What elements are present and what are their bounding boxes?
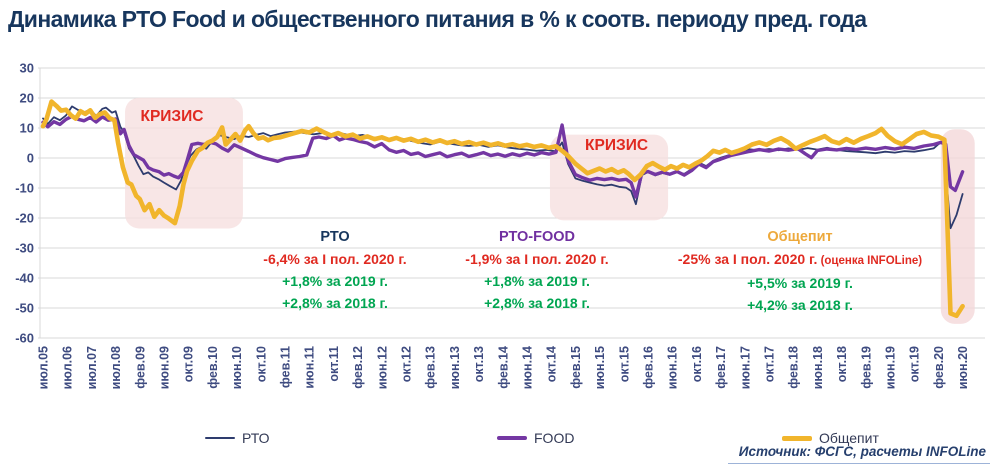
x-tick-label: окт.15 xyxy=(617,346,631,382)
crisis-label: КРИЗИС xyxy=(585,137,648,154)
annotation-suffix: (оценка INFOLine) xyxy=(817,255,923,267)
x-tick-label: июн.13 xyxy=(448,346,462,389)
x-tick-label: июн.16 xyxy=(666,346,680,389)
x-tick-label: июн.15 xyxy=(593,346,607,389)
annotation-line: +1,8% за 2019 г. xyxy=(282,273,388,289)
x-tick-label: июн.11 xyxy=(303,346,317,389)
x-tick-label: окт.18 xyxy=(835,346,849,382)
x-tick-label: июн.17 xyxy=(738,346,752,389)
x-tick-label: фев.17 xyxy=(714,346,728,389)
x-tick-label: июн.12 xyxy=(375,346,389,389)
annotation-line: +5,5% за 2019 г. xyxy=(747,275,853,291)
annotation-line: +4,2% за 2018 г. xyxy=(747,297,853,313)
x-tick-label: фев.20 xyxy=(932,346,946,389)
x-tick-label: фев.10 xyxy=(206,346,220,389)
x-tick-label: июн.09 xyxy=(158,346,172,389)
y-tick-label: -10 xyxy=(15,181,34,196)
annotation-line: +1,8% за 2019 г. xyxy=(484,273,590,289)
legend-label: РТО xyxy=(242,430,270,446)
x-tick-label: июн.14 xyxy=(521,346,535,389)
annotation-header: РТО xyxy=(320,229,350,245)
x-tick-label: июн.10 xyxy=(230,346,244,389)
x-tick-label: июл.06 xyxy=(61,346,75,389)
x-tick-label: фев.13 xyxy=(424,346,438,389)
x-tick-label: окт.16 xyxy=(690,346,704,382)
x-tick-label: июл.07 xyxy=(85,346,99,389)
x-tick-label: фев.12 xyxy=(351,346,365,389)
y-tick-label: -60 xyxy=(15,331,34,346)
y-tick-label: 10 xyxy=(20,121,34,136)
source-note: Источник: ФСГС, расчеты INFOLine xyxy=(738,444,986,459)
x-tick-label: фев.16 xyxy=(642,346,656,389)
x-tick-label: июн.19 xyxy=(884,346,898,389)
x-tick-label: окт.12 xyxy=(400,346,414,382)
legend-item-rto: РТО xyxy=(205,430,270,446)
x-tick-label: июн.20 xyxy=(956,346,970,389)
legend-label: Общепит xyxy=(819,430,879,446)
annotation-block-rto: РТО -6,4% за I пол. 2020 г. +1,8% за 2019 … xyxy=(263,226,406,314)
x-tick-label: фев.14 xyxy=(496,346,510,389)
x-tick-label: окт.14 xyxy=(545,346,559,382)
x-tick-label: июл.08 xyxy=(109,346,123,389)
x-tick-label: окт.11 xyxy=(327,346,341,382)
y-tick-label: -40 xyxy=(15,271,34,286)
crisis-region xyxy=(125,97,243,229)
annotation-line: -6,4% за I пол. 2020 г. xyxy=(263,251,407,267)
x-tick-label: фев.19 xyxy=(859,346,873,389)
y-tick-label: 20 xyxy=(20,91,34,106)
annotation-header: РТО-FOOD xyxy=(499,229,575,245)
x-tick-label: фев.18 xyxy=(787,346,801,389)
annotation-header: Общепит xyxy=(767,229,833,245)
annotation-line: +2,8% за 2018 г. xyxy=(484,295,590,311)
y-tick-label: -20 xyxy=(15,211,34,226)
x-tick-label: июл.05 xyxy=(37,346,51,389)
page-title: Динамика РТО Food и общественного питани… xyxy=(8,6,867,32)
legend-swatch xyxy=(205,437,235,439)
series-line-obshchepit xyxy=(40,99,965,319)
x-tick-label: окт.19 xyxy=(908,346,922,382)
y-tick-label: 0 xyxy=(27,151,34,166)
annotation-block-rto-food: РТО-FOOD -1,9% за I пол. 2020 г. +1,8% за … xyxy=(465,226,608,314)
legend-item-food: FOOD xyxy=(497,430,574,446)
x-tick-label: фев.09 xyxy=(133,346,147,389)
x-tick-label: окт.09 xyxy=(182,346,196,382)
legend-swatch xyxy=(497,436,527,440)
x-tick-label: фев.15 xyxy=(569,346,583,389)
legend-item-obshchepit: Общепит xyxy=(782,430,879,446)
y-tick-label: 30 xyxy=(20,61,34,76)
crisis-label: КРИЗИС xyxy=(140,108,203,125)
series-line-food xyxy=(41,114,965,199)
x-tick-label: окт.13 xyxy=(472,346,486,382)
x-tick-label: окт.10 xyxy=(254,346,268,382)
annotation-line: +2,8% за 2018 г. xyxy=(282,295,388,311)
legend-label: FOOD xyxy=(534,430,575,446)
annotation-block-obshchepit: Общепит -25% за I пол. 2020 г. (оценка IN… xyxy=(678,226,922,316)
annotation-line: -25% за I пол. 2020 г. (оценка INFOLine) xyxy=(677,251,923,267)
x-tick-label: фев.11 xyxy=(279,346,293,388)
y-tick-label: -30 xyxy=(15,241,34,256)
annotation-line: -1,9% за I пол. 2020 г. xyxy=(465,251,609,267)
bottom-divider xyxy=(728,463,990,464)
legend-swatch xyxy=(782,435,812,441)
x-tick-label: июн.18 xyxy=(811,346,825,389)
x-tick-label: окт.17 xyxy=(763,346,777,382)
y-tick-label: -50 xyxy=(15,301,34,316)
